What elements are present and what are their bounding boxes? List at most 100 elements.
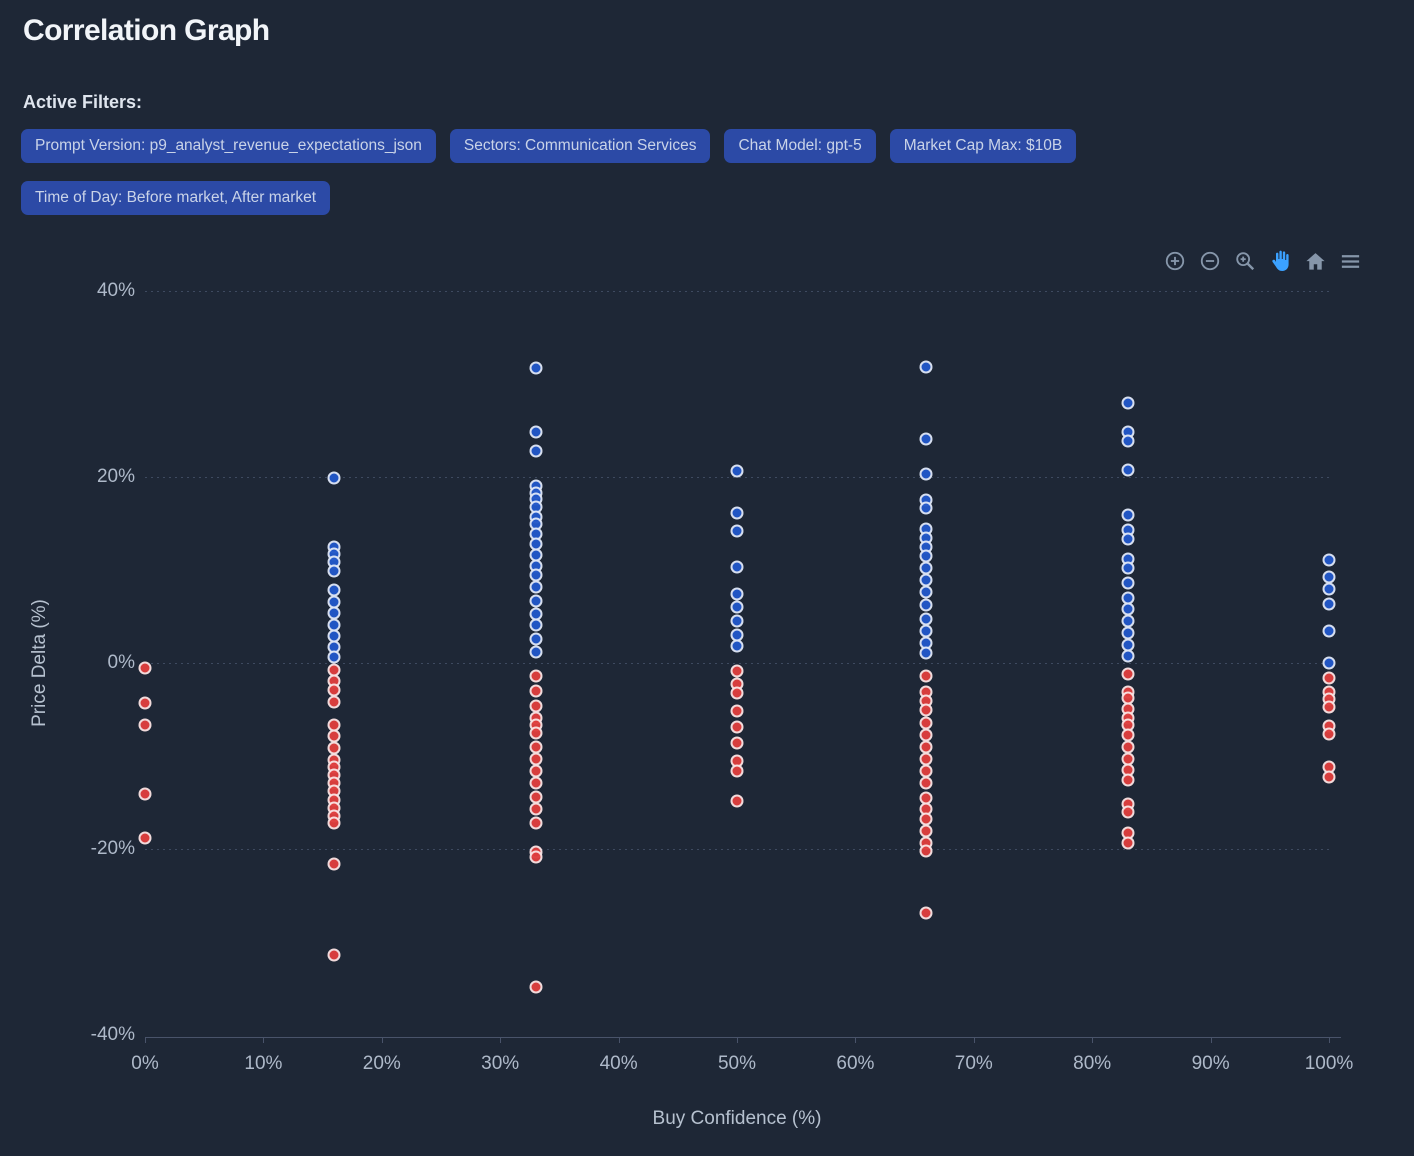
pan-hand-icon[interactable] [1268,249,1292,273]
positive-price-delta-point[interactable] [730,464,744,478]
positive-price-delta-point[interactable] [919,573,933,587]
positive-price-delta-point[interactable] [730,524,744,538]
negative-price-delta-point[interactable] [327,857,341,871]
negative-price-delta-point[interactable] [730,736,744,750]
positive-price-delta-point[interactable] [919,612,933,626]
positive-price-delta-point[interactable] [327,471,341,485]
positive-price-delta-point[interactable] [919,467,933,481]
negative-price-delta-point[interactable] [1121,773,1135,787]
positive-price-delta-point[interactable] [1121,561,1135,575]
menu-icon[interactable] [1338,249,1362,273]
positive-price-delta-point[interactable] [1322,597,1336,611]
positive-price-delta-point[interactable] [529,361,543,375]
negative-price-delta-point[interactable] [919,776,933,790]
negative-price-delta-point[interactable] [529,752,543,766]
positive-price-delta-point[interactable] [919,432,933,446]
negative-price-delta-point[interactable] [327,816,341,830]
negative-price-delta-point[interactable] [529,790,543,804]
positive-price-delta-point[interactable] [1121,434,1135,448]
negative-price-delta-point[interactable] [919,764,933,778]
negative-price-delta-point[interactable] [529,740,543,754]
negative-price-delta-point[interactable] [138,831,152,845]
negative-price-delta-point[interactable] [919,824,933,838]
positive-price-delta-point[interactable] [1121,508,1135,522]
negative-price-delta-point[interactable] [919,906,933,920]
positive-price-delta-point[interactable] [1322,582,1336,596]
negative-price-delta-point[interactable] [919,716,933,730]
negative-price-delta-point[interactable] [529,764,543,778]
positive-price-delta-point[interactable] [919,501,933,515]
negative-price-delta-point[interactable] [919,669,933,683]
negative-price-delta-point[interactable] [529,699,543,713]
negative-price-delta-point[interactable] [1121,805,1135,819]
positive-price-delta-point[interactable] [529,580,543,594]
filter-pill[interactable]: Sectors: Communication Services [449,129,711,163]
filter-pill[interactable]: Market Cap Max: $10B [889,129,1077,163]
filter-pill[interactable]: Prompt Version: p9_analyst_revenue_expec… [21,129,436,163]
positive-price-delta-point[interactable] [1121,602,1135,616]
positive-price-delta-point[interactable] [1121,649,1135,663]
positive-price-delta-point[interactable] [730,587,744,601]
negative-price-delta-point[interactable] [138,718,152,732]
positive-price-delta-point[interactable] [327,583,341,597]
negative-price-delta-point[interactable] [138,661,152,675]
negative-price-delta-point[interactable] [529,669,543,683]
filter-pill[interactable]: Time of Day: Before market, After market [21,181,331,215]
positive-price-delta-point[interactable] [529,425,543,439]
positive-price-delta-point[interactable] [1121,576,1135,590]
negative-price-delta-point[interactable] [529,684,543,698]
positive-price-delta-point[interactable] [919,561,933,575]
positive-price-delta-point[interactable] [1121,532,1135,546]
positive-price-delta-point[interactable] [730,639,744,653]
negative-price-delta-point[interactable] [919,728,933,742]
negative-price-delta-point[interactable] [529,802,543,816]
negative-price-delta-point[interactable] [327,948,341,962]
negative-price-delta-point[interactable] [919,703,933,717]
negative-price-delta-point[interactable] [327,683,341,697]
positive-price-delta-point[interactable] [1322,656,1336,670]
positive-price-delta-point[interactable] [730,600,744,614]
positive-price-delta-point[interactable] [919,549,933,563]
negative-price-delta-point[interactable] [529,980,543,994]
positive-price-delta-point[interactable] [529,645,543,659]
negative-price-delta-point[interactable] [919,844,933,858]
filter-pill[interactable]: Chat Model: gpt-5 [724,129,876,163]
negative-price-delta-point[interactable] [1322,700,1336,714]
box-zoom-icon[interactable] [1233,249,1257,273]
negative-price-delta-point[interactable] [529,776,543,790]
positive-price-delta-point[interactable] [730,506,744,520]
positive-price-delta-point[interactable] [327,606,341,620]
positive-price-delta-point[interactable] [529,618,543,632]
positive-price-delta-point[interactable] [919,585,933,599]
negative-price-delta-point[interactable] [919,752,933,766]
positive-price-delta-point[interactable] [730,560,744,574]
negative-price-delta-point[interactable] [730,720,744,734]
positive-price-delta-point[interactable] [529,632,543,646]
negative-price-delta-point[interactable] [919,740,933,754]
negative-price-delta-point[interactable] [1121,836,1135,850]
negative-price-delta-point[interactable] [1121,667,1135,681]
positive-price-delta-point[interactable] [529,568,543,582]
negative-price-delta-point[interactable] [1322,770,1336,784]
positive-price-delta-point[interactable] [1322,553,1336,567]
negative-price-delta-point[interactable] [730,764,744,778]
positive-price-delta-point[interactable] [529,594,543,608]
negative-price-delta-point[interactable] [327,695,341,709]
positive-price-delta-point[interactable] [730,614,744,628]
positive-price-delta-point[interactable] [529,444,543,458]
negative-price-delta-point[interactable] [529,726,543,740]
positive-price-delta-point[interactable] [919,598,933,612]
reset-home-icon[interactable] [1303,249,1327,273]
negative-price-delta-point[interactable] [529,850,543,864]
negative-price-delta-point[interactable] [1322,671,1336,685]
negative-price-delta-point[interactable] [730,704,744,718]
positive-price-delta-point[interactable] [1322,624,1336,638]
positive-price-delta-point[interactable] [1121,463,1135,477]
negative-price-delta-point[interactable] [919,812,933,826]
negative-price-delta-point[interactable] [1322,727,1336,741]
positive-price-delta-point[interactable] [919,646,933,660]
positive-price-delta-point[interactable] [1121,396,1135,410]
positive-price-delta-point[interactable] [1121,614,1135,628]
positive-price-delta-point[interactable] [327,650,341,664]
